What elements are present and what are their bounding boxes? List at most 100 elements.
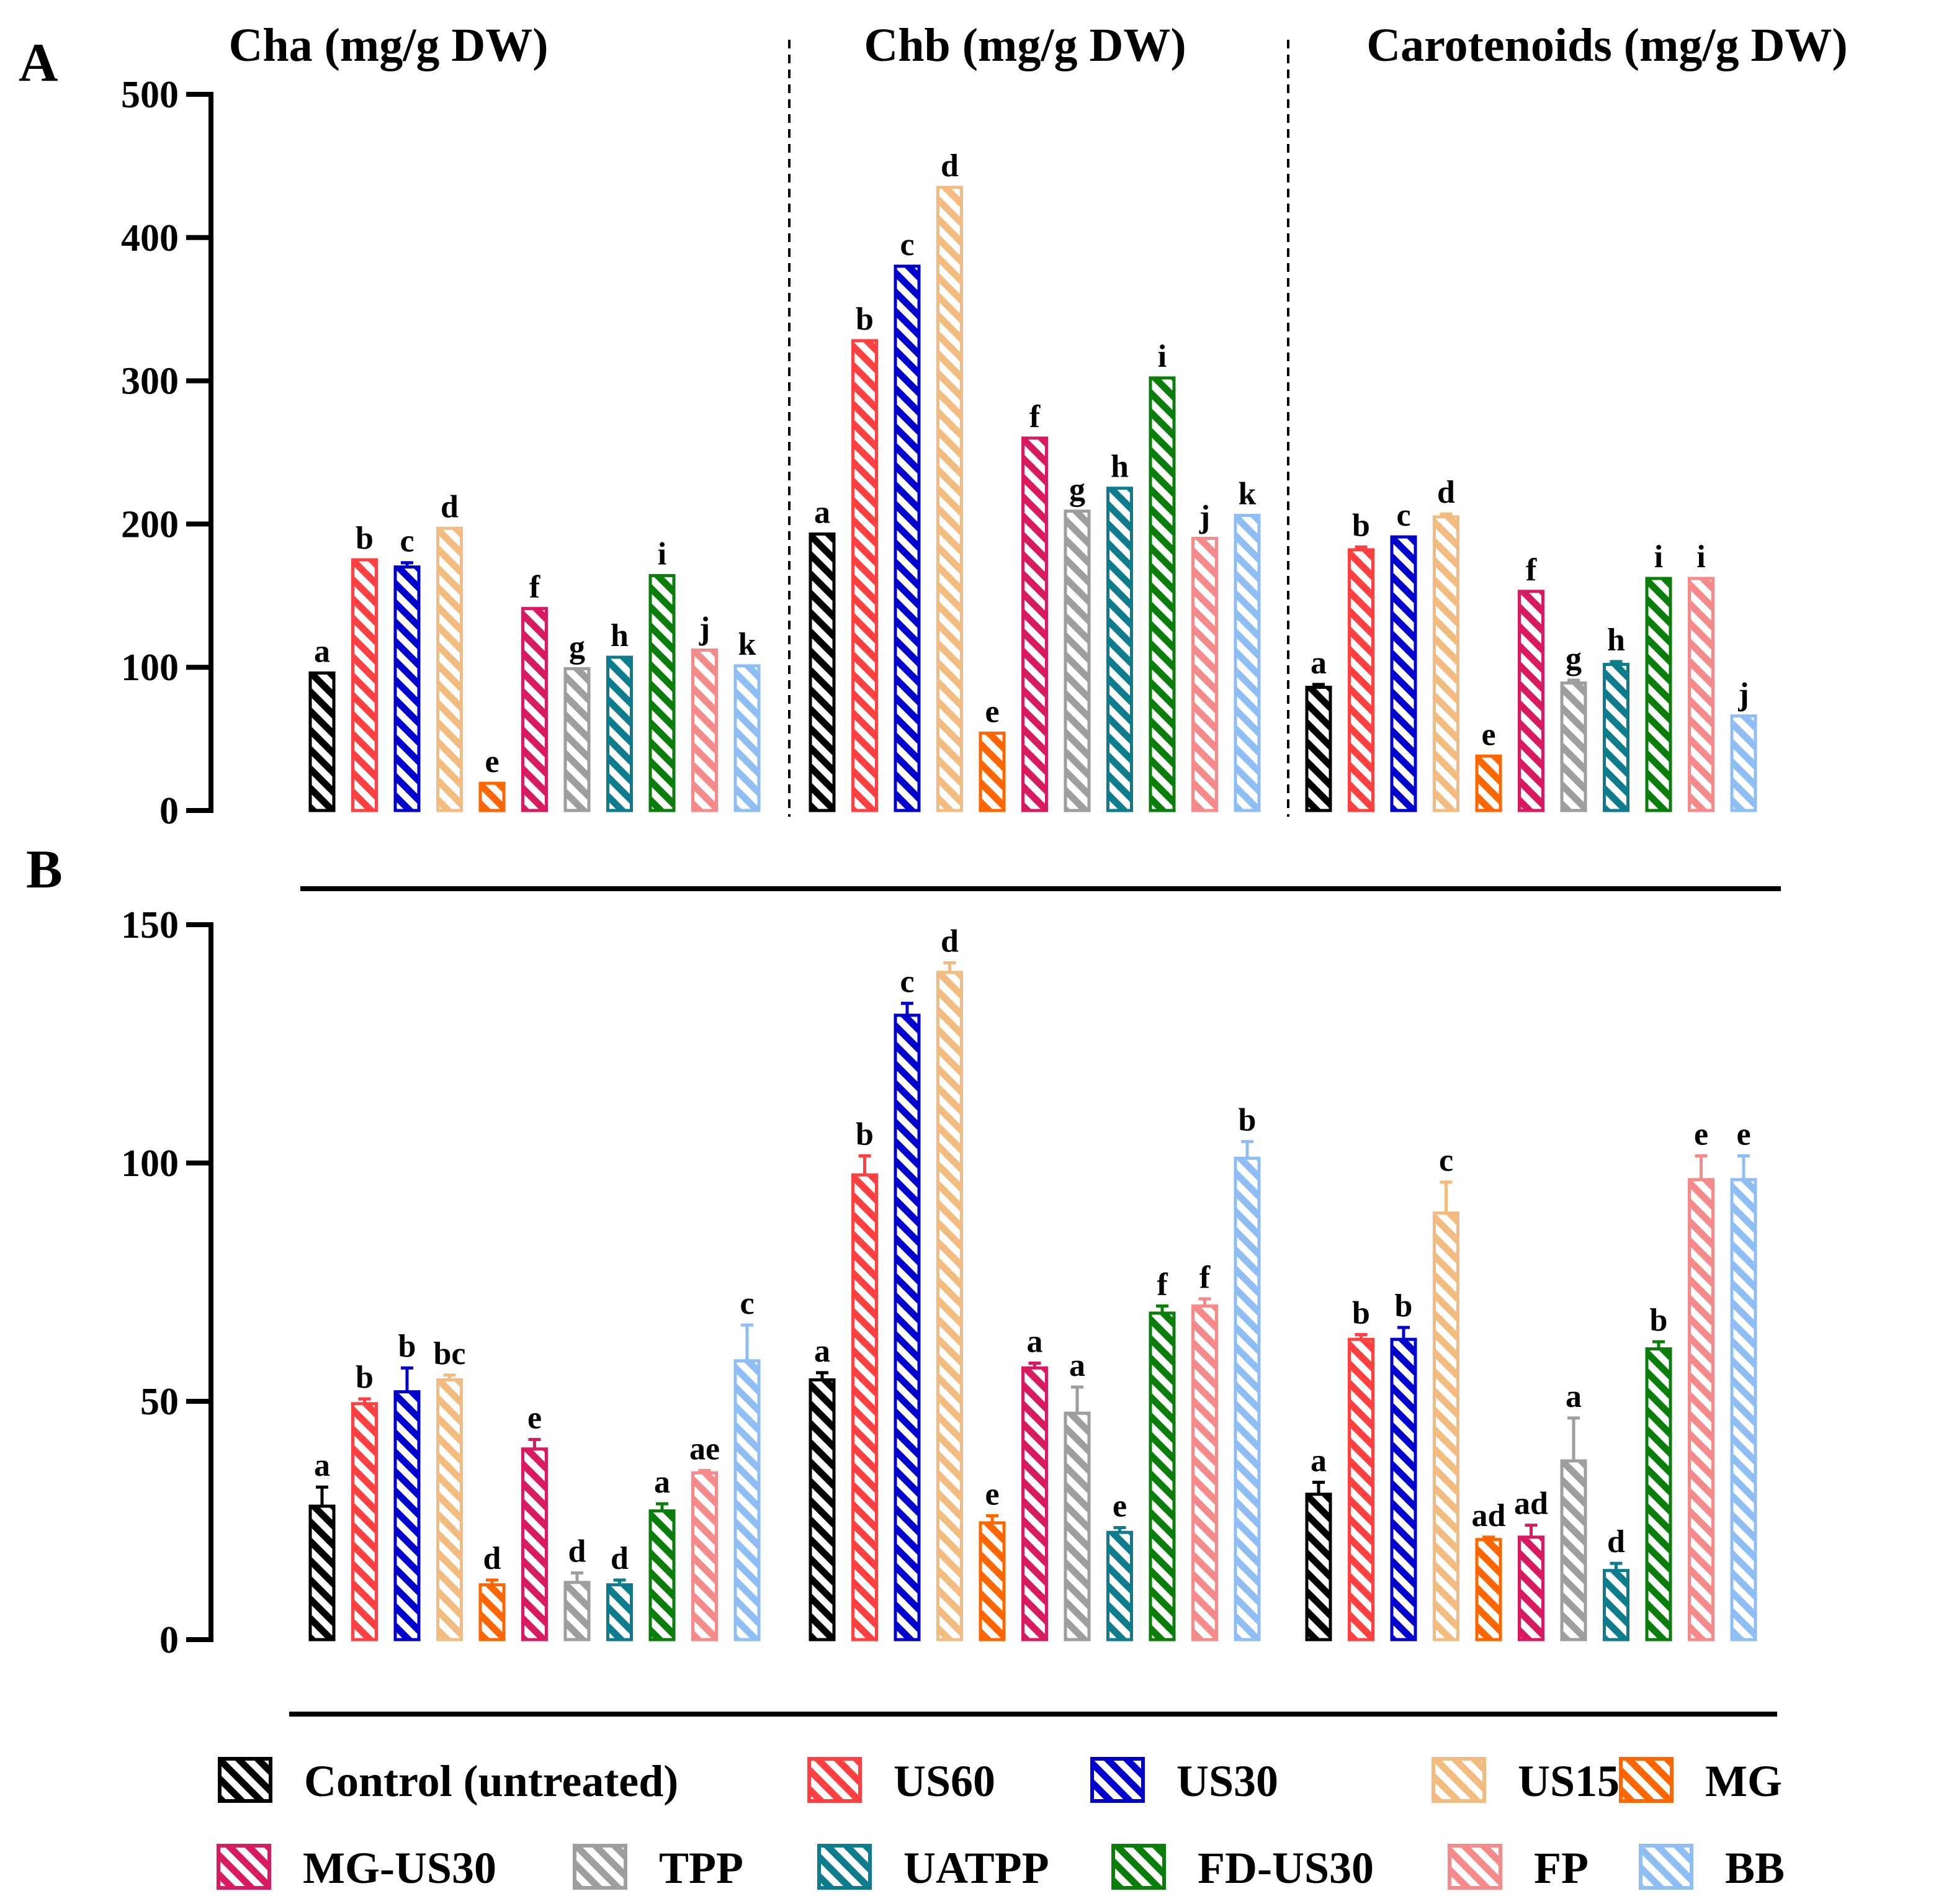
bar: [1475, 754, 1502, 812]
y-tick-label: 300: [121, 361, 179, 403]
y-tick-label: 50: [140, 1381, 179, 1423]
significance-letter: b: [356, 521, 374, 556]
bar: [894, 1013, 921, 1641]
significance-letter: e: [985, 694, 999, 729]
bar: [393, 1390, 421, 1641]
legend: Control (untreated) US60 US30 US15 MG MG-US30…: [217, 1756, 1785, 1893]
legend-swatch: [218, 1757, 272, 1803]
bar: [1305, 686, 1332, 812]
bar: [436, 526, 463, 812]
legend-label: MG-US30: [303, 1843, 496, 1893]
legend-swatch: [817, 1844, 872, 1890]
y-tick-label: 150: [121, 904, 179, 946]
bar: [1603, 663, 1629, 812]
significance-letter: d: [941, 148, 959, 184]
significance-letter: e: [1481, 717, 1495, 752]
significance-letter: d: [441, 489, 459, 524]
legend-label: FP: [1534, 1843, 1589, 1893]
significance-letter: c: [1439, 1143, 1453, 1179]
bar: [1603, 1569, 1629, 1641]
y-ticks-a: 0 100 200 300 400 500: [121, 74, 213, 832]
bar: [478, 1583, 506, 1641]
legend-swatch: [217, 1844, 271, 1890]
bar: [606, 1583, 633, 1641]
significance-letter: b: [1352, 508, 1370, 543]
significance-letter: f: [1157, 1267, 1168, 1302]
significance-letter: a: [314, 1448, 330, 1483]
legend-label: US15: [1518, 1756, 1620, 1806]
significance-letter: a: [1566, 1379, 1582, 1414]
bar: [1645, 1347, 1672, 1641]
bar: [1645, 577, 1672, 812]
bar: [1106, 487, 1133, 812]
legend-swatch: [1432, 1757, 1486, 1803]
significance-letter: b: [1395, 1288, 1413, 1324]
bar: [521, 607, 548, 812]
bar: [1149, 376, 1176, 812]
bar: [1191, 536, 1218, 812]
bar: [1234, 1156, 1261, 1641]
bar: [979, 1521, 1006, 1641]
significance-letter: a: [1311, 1444, 1327, 1479]
significance-letter: a: [1311, 645, 1327, 681]
bar: [1106, 1530, 1133, 1641]
significance-letter: a: [654, 1465, 670, 1500]
significance-letter: h: [1607, 622, 1625, 658]
bar: [393, 565, 421, 812]
bar: [563, 1581, 591, 1641]
panel-label-a: A: [19, 33, 58, 93]
legend-swatch: [1111, 1844, 1166, 1890]
bar: [308, 1504, 336, 1641]
bar: [648, 573, 676, 812]
significance-letter: h: [611, 618, 629, 653]
y-tick-label: 0: [159, 790, 179, 832]
significance-letter: ae: [689, 1431, 720, 1466]
bar: [1305, 1493, 1332, 1641]
bar: [648, 1509, 676, 1641]
significance-letter: c: [900, 227, 914, 263]
significance-letter: f: [1029, 399, 1041, 434]
bar: [308, 671, 336, 812]
column-title-carotenoids: Carotenoids (mg/g DW): [1366, 19, 1847, 71]
significance-letter: j: [699, 611, 710, 647]
legend-label: MG: [1705, 1756, 1782, 1806]
legend-label: TPP: [659, 1843, 743, 1893]
significance-letter: g: [569, 630, 585, 665]
significance-letter: bc: [434, 1336, 466, 1372]
legend-swatch: [1448, 1844, 1502, 1890]
significance-letter: b: [856, 302, 874, 337]
bar: [1475, 1538, 1502, 1641]
significance-letter: e: [1694, 1116, 1708, 1152]
bar: [1021, 436, 1048, 812]
y-tick-label: 500: [121, 74, 179, 116]
bar: [809, 1378, 836, 1641]
column-title-cha: Cha (mg/g DW): [228, 19, 548, 71]
bar: [1390, 535, 1417, 812]
y-ticks-b: 0 50 100 150: [121, 904, 213, 1661]
bar: [691, 1471, 718, 1641]
significance-letter: b: [356, 1360, 374, 1395]
significance-letter: d: [1437, 475, 1455, 510]
bar: [851, 339, 878, 812]
bar: [563, 667, 591, 812]
significance-letter: h: [1111, 449, 1129, 485]
bar: [733, 664, 761, 812]
significance-letter: i: [658, 536, 666, 572]
significance-letter: e: [485, 744, 499, 779]
significance-letter: b: [1650, 1303, 1668, 1338]
bar: [351, 1402, 378, 1641]
bar: [606, 655, 633, 812]
bar: [936, 186, 963, 812]
bar: [1064, 1411, 1091, 1641]
significance-letter: f: [1526, 552, 1537, 588]
bar: [478, 781, 506, 812]
bar: [1348, 548, 1374, 812]
bar: [1348, 1337, 1374, 1641]
bar: [691, 649, 718, 812]
significance-letter: b: [398, 1329, 416, 1364]
bar: [1234, 514, 1261, 812]
significance-letter: d: [1607, 1524, 1625, 1560]
significance-letter: d: [941, 923, 959, 959]
